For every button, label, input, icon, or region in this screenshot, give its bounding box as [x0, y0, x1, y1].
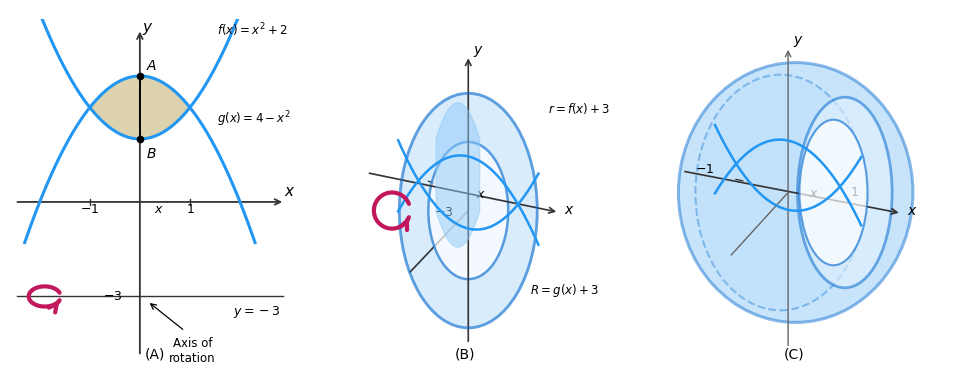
Ellipse shape [800, 120, 867, 265]
Text: $y=-3$: $y=-3$ [232, 304, 280, 320]
Text: (B): (B) [454, 348, 475, 362]
Text: $y$: $y$ [141, 21, 153, 37]
Ellipse shape [679, 62, 913, 323]
Text: $x$: $x$ [907, 204, 918, 218]
Text: $y$: $y$ [793, 33, 803, 49]
Text: $-1$: $-1$ [80, 203, 100, 216]
Text: $1$: $1$ [186, 203, 195, 216]
Text: $-1$: $-1$ [695, 164, 714, 176]
Text: $A$: $A$ [146, 59, 157, 73]
Text: $-3$: $-3$ [103, 290, 122, 303]
Text: Axis of
rotation: Axis of rotation [169, 337, 216, 365]
Text: (A): (A) [144, 348, 166, 362]
Text: $-3$: $-3$ [435, 206, 454, 219]
Ellipse shape [428, 142, 508, 279]
Text: $g(x) = 4 - x^2$: $g(x) = 4 - x^2$ [218, 109, 291, 129]
Ellipse shape [695, 75, 865, 310]
Ellipse shape [798, 97, 892, 288]
Text: $R = g(x) + 3$: $R = g(x) + 3$ [530, 281, 599, 298]
Text: $B$: $B$ [146, 147, 157, 161]
Text: $f(x) = x^2 + 2$: $f(x) = x^2 + 2$ [218, 21, 288, 39]
Text: $r = f(x) + 3$: $r = f(x) + 3$ [548, 101, 611, 116]
Text: $x$: $x$ [154, 203, 164, 216]
Text: $x$: $x$ [564, 203, 575, 217]
Text: $x$: $x$ [285, 184, 296, 199]
Text: $x$: $x$ [809, 187, 819, 200]
Ellipse shape [399, 93, 537, 328]
Text: $1$: $1$ [850, 186, 859, 199]
Text: $y$: $y$ [472, 44, 483, 59]
Text: $x$: $x$ [476, 188, 486, 201]
Text: (C): (C) [783, 348, 804, 362]
